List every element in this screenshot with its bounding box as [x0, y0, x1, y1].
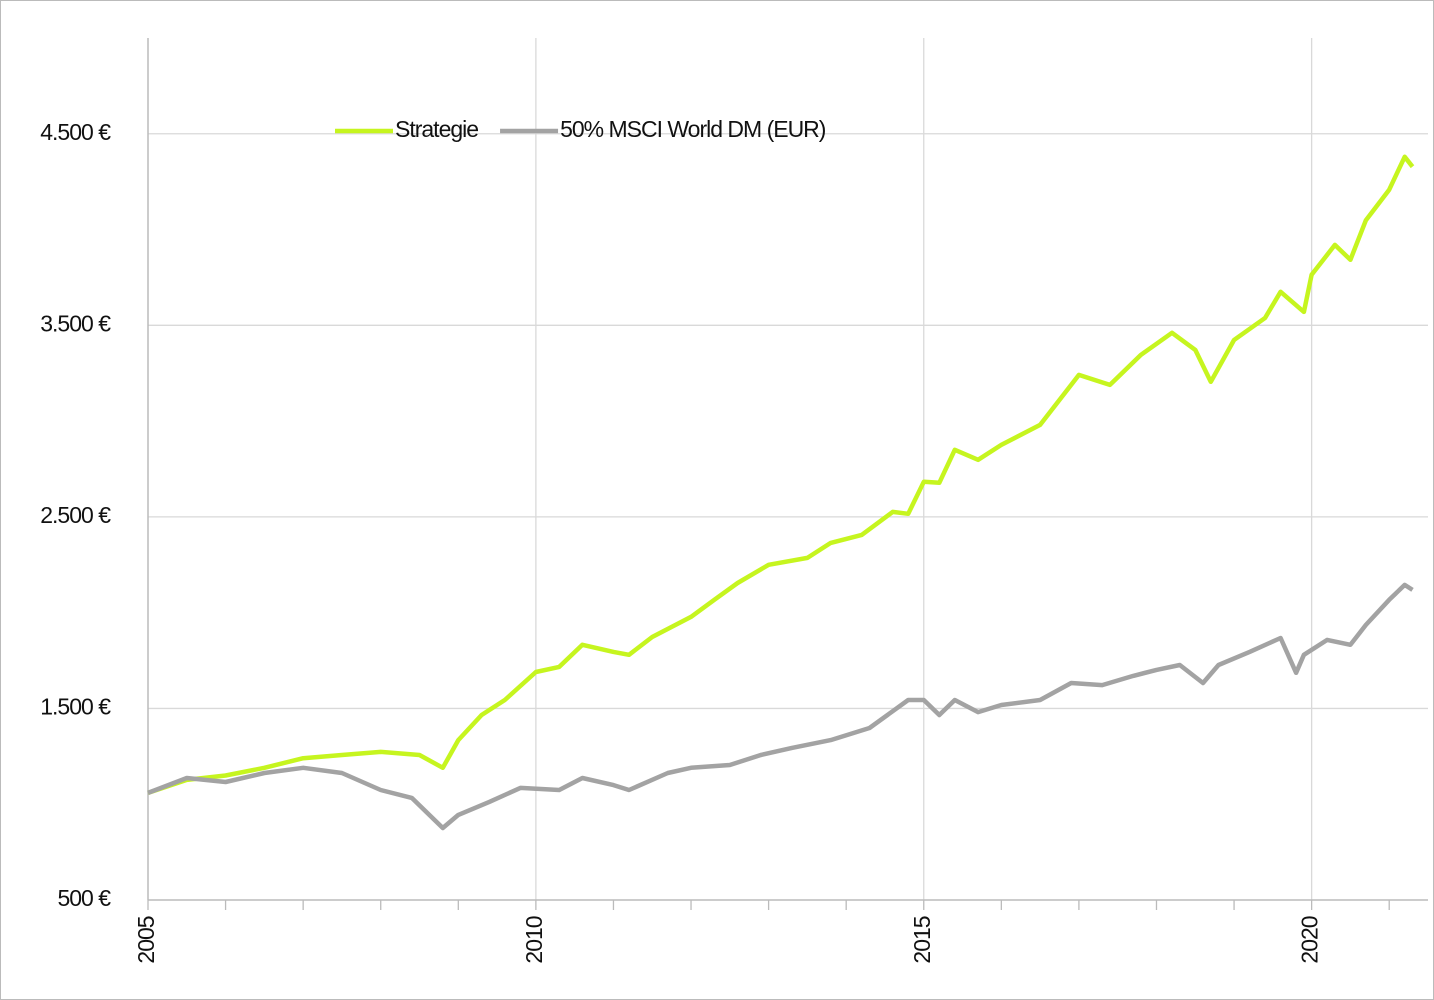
x-tick-label: 2020: [1297, 916, 1323, 963]
y-tick-label: 500 €: [57, 885, 111, 911]
legend-label: Strategie: [395, 116, 478, 142]
series-line: [147, 582, 1414, 831]
series-line: [147, 154, 1415, 796]
x-tick-label: 2005: [133, 916, 159, 963]
y-tick-label: 1.500 €: [40, 694, 111, 720]
y-tick-label: 3.500 €: [40, 310, 111, 336]
x-tick-label: 2010: [521, 916, 547, 963]
y-tick-label: 2.500 €: [40, 502, 111, 528]
legend-label: 50% MSCI World DM (EUR): [560, 116, 826, 142]
x-tick-label: 2015: [909, 916, 935, 963]
y-tick-label: 4.500 €: [40, 119, 111, 145]
